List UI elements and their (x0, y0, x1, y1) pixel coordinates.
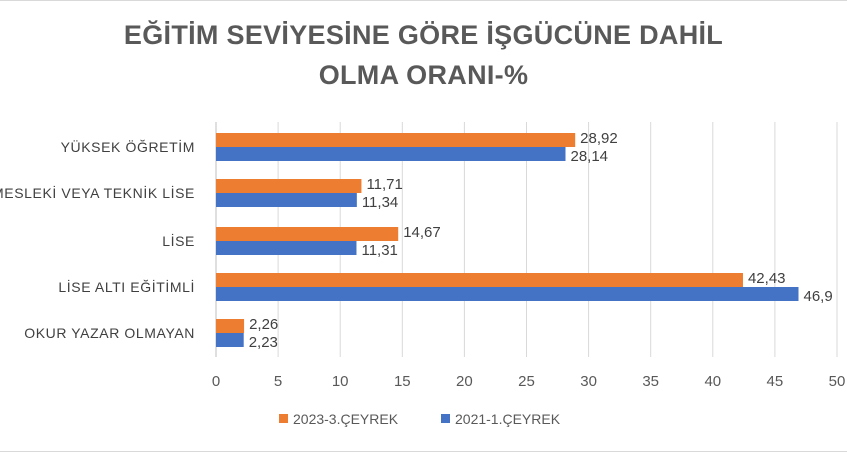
chart-title-line-1: EĞİTİM SEVİYESİNE GÖRE İŞGÜCÜNE DAHİL (123, 20, 724, 50)
bar-series-2 (216, 287, 799, 301)
x-tick-label: 20 (456, 373, 473, 390)
legend-label-2: 2021-1.ÇEYREK (455, 411, 561, 427)
category-label: MESLEKİ VEYA TEKNİK LİSE (0, 184, 195, 201)
category-label: LİSE (162, 232, 195, 249)
bar-series-2 (216, 147, 566, 161)
bar-series-2 (216, 193, 357, 207)
x-tick-label: 0 (212, 373, 220, 390)
x-tick-label: 50 (829, 373, 846, 390)
bar-series-1 (216, 273, 743, 287)
x-tick-label: 5 (274, 373, 282, 390)
x-tick-label: 10 (332, 373, 349, 390)
category-label: LİSE ALTI EĞİTİMLİ (58, 278, 195, 295)
bar-series-2 (216, 241, 357, 255)
data-label: 2,26 (249, 316, 278, 333)
data-label: 14,67 (403, 224, 441, 241)
data-label: 42,43 (748, 270, 786, 287)
legend-swatch-2 (441, 414, 450, 423)
bar-series-1 (216, 179, 362, 193)
data-label: 11,71 (366, 176, 402, 193)
data-label: 28,92 (580, 130, 618, 147)
data-label: 11,34 (362, 194, 398, 211)
bar-series-1 (216, 319, 245, 333)
bar-series-2 (216, 333, 244, 347)
legend-label-1: 2023-3.ÇEYREK (293, 411, 399, 427)
data-label: 11,31 (361, 242, 397, 259)
x-tick-label: 45 (767, 373, 784, 390)
x-tick-label: 35 (642, 373, 659, 390)
data-label: 28,14 (570, 148, 608, 165)
legend-swatch-1 (279, 414, 288, 423)
chart-title-line-2: OLMA ORANI-% (318, 60, 529, 90)
x-tick-label: 30 (580, 373, 597, 390)
x-tick-label: 25 (518, 373, 535, 390)
chart-top-border (0, 0, 847, 1)
category-label: YÜKSEK ÖĞRETİM (61, 138, 195, 155)
x-tick-label: 15 (394, 373, 411, 390)
data-label: 46,9 (803, 288, 832, 305)
category-label: OKUR YAZAR OLMAYAN (24, 325, 195, 341)
bar-series-1 (216, 227, 399, 241)
bar-series-1 (216, 133, 576, 147)
data-label: 2,23 (249, 334, 278, 351)
x-tick-label: 40 (704, 373, 721, 390)
